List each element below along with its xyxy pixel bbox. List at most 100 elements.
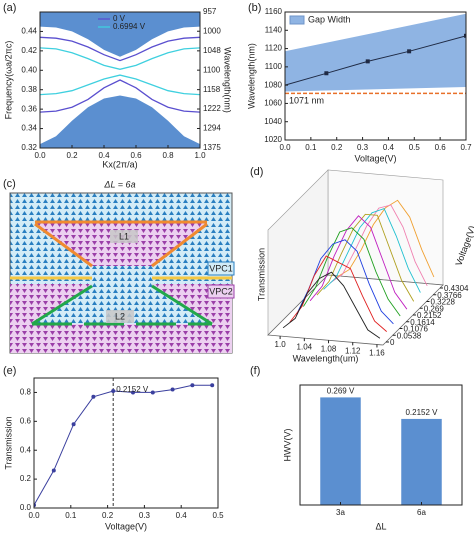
y-tick-label: 1160 — [265, 7, 283, 16]
depth-tick-label: 0.1614 — [410, 318, 435, 327]
label-box — [207, 261, 235, 276]
y-tick-label: 1120 — [265, 44, 283, 53]
y-tick-label: 0.34 — [21, 124, 37, 133]
plot-frame — [299, 384, 463, 506]
marker — [111, 389, 116, 393]
band-line — [40, 79, 200, 113]
y2-tick-label: 957 — [203, 7, 217, 16]
y-axis-label: Wavelength(nm) — [246, 43, 256, 109]
depth-axis-label: Voltage(V) — [454, 224, 474, 267]
depth-tick-label: 0.1076 — [404, 325, 429, 334]
panel-label: (c) — [3, 178, 16, 190]
y-tick-label: 0.42 — [21, 46, 37, 55]
bar — [320, 397, 361, 505]
plot-frame — [39, 11, 201, 149]
x-tick-label: 1.12 — [345, 346, 361, 355]
x-tick-label: 0.5 — [409, 143, 421, 152]
y2-tick-label: 1222 — [203, 104, 221, 113]
plot-frame — [33, 377, 219, 509]
x-tick-label: 0.0 — [279, 143, 291, 152]
depth-tick-label: 0.4304 — [444, 284, 469, 293]
depth-tick-label: 0.3228 — [431, 298, 456, 307]
y2-tick-label: 1158 — [203, 85, 221, 94]
x-tick-label: 0.6 — [435, 143, 447, 152]
annotation: 0.2152 V — [116, 385, 149, 394]
legend-label: 0.6994 V — [113, 22, 146, 31]
y-tick-label: 0.36 — [21, 104, 37, 113]
marker — [71, 422, 76, 427]
spectrum-line — [309, 215, 408, 310]
x-tick-label: 3a — [336, 508, 345, 517]
y2-tick-label: 1048 — [203, 46, 221, 55]
waveguide-l1 — [34, 222, 93, 268]
y2-tick-label: 1294 — [203, 124, 221, 133]
y-tick-label: 1040 — [264, 117, 282, 126]
y-tick-label: 1100 — [265, 62, 283, 71]
band-line — [40, 47, 200, 70]
panel-label: (f) — [250, 365, 260, 377]
label-vpc2: VPC2 — [209, 286, 233, 296]
x-tick-label: 1.16 — [369, 349, 385, 358]
y-tick-label: 0.8 — [20, 388, 32, 397]
band-line — [40, 74, 200, 96]
value-label: 0.2152 V — [405, 408, 438, 417]
depth-tick-label: 0.269 — [424, 304, 445, 313]
diagram-title: ΔL = 6a — [103, 179, 135, 189]
marker — [210, 383, 215, 388]
band-line — [40, 36, 200, 62]
label-box — [110, 230, 138, 243]
x-tick-label: 0.8 — [162, 151, 174, 160]
y-tick-label: 0.6 — [20, 416, 32, 425]
x-tick-label: 1.08 — [321, 344, 337, 353]
y-axis-label: Transmission — [3, 416, 13, 469]
label-l2: L2 — [115, 311, 125, 321]
x-axis-label: ΔL — [375, 521, 386, 531]
marker — [91, 394, 96, 399]
x-axis-label: Kx(2π/a) — [102, 159, 137, 169]
x-tick-label: 0.3 — [139, 511, 151, 520]
spectrum-line — [303, 227, 401, 317]
plot-area — [320, 397, 442, 505]
x-tick-label: 0.3 — [357, 143, 369, 152]
depth-tick-label: 0.2152 — [417, 311, 442, 320]
gap-area — [40, 95, 200, 148]
spectrum-line — [336, 199, 435, 278]
x-axis-label: Voltage(V) — [105, 521, 147, 531]
x-tick-label: 1.0 — [194, 151, 206, 160]
spectrum-line — [282, 271, 381, 339]
x-tick-label: 0.0 — [34, 151, 46, 160]
marker — [51, 468, 56, 473]
waveguide-l1 — [151, 222, 208, 268]
gap-area — [285, 13, 466, 92]
z-axis-label: Transmission — [256, 248, 266, 301]
x-tick-label: 0.7 — [460, 143, 472, 152]
y-tick-label: 0.32 — [21, 143, 37, 152]
y-tick-label: 1080 — [264, 80, 282, 89]
x-axis-label: Wavelength(um) — [293, 353, 359, 363]
y-tick-label: 0.38 — [21, 85, 37, 94]
y-tick-label: 0.2 — [20, 474, 32, 483]
x-tick-label: 0.5 — [212, 511, 224, 520]
y-axis-label: Frequency(ωa/2πc) — [3, 41, 13, 120]
x-tick-label: 1.04 — [297, 342, 313, 351]
x-tick-label: 0.2 — [102, 511, 114, 520]
x-tick-label: 1.0 — [275, 340, 287, 349]
x-tick-label: 0.2 — [66, 151, 78, 160]
marker — [464, 33, 466, 38]
y2-tick-label: 1000 — [203, 26, 221, 35]
floor — [267, 274, 444, 346]
x-axis-label: Voltage(V) — [354, 153, 396, 163]
legend-label: Gap Width — [308, 14, 351, 24]
y2-tick-label: 1375 — [203, 143, 221, 152]
y-tick-label: 1020 — [264, 135, 282, 144]
y-tick-label: 0.44 — [21, 27, 37, 36]
spectrum-line — [323, 208, 421, 293]
diagram-c: (c) ΔL = 6a L1 L2 VPC1 VPC2 — [3, 178, 235, 354]
panel-label: (b) — [248, 2, 261, 14]
content-layer — [34, 12, 466, 508]
legend-swatch — [289, 15, 305, 25]
y-tick-label: 0.0 — [20, 503, 32, 512]
marker — [190, 383, 195, 388]
x-tick-label: 0.1 — [305, 143, 317, 152]
line — [34, 384, 213, 506]
